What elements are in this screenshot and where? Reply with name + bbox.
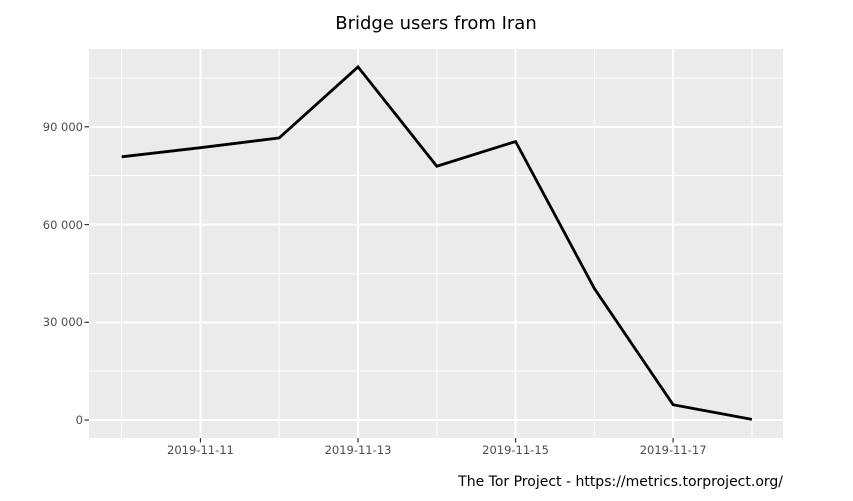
- x-axis-tick-label: 2019-11-13: [324, 443, 392, 457]
- y-axis-tick-label: 60 000: [42, 217, 83, 232]
- x-axis-tick-label: 2019-11-11: [167, 443, 234, 457]
- x-axis-tick-label: 2019-11-15: [482, 443, 549, 457]
- x-axis-tick-label: 2019-11-17: [639, 443, 707, 457]
- chart-title: Bridge users from Iran: [335, 13, 537, 34]
- footer-attribution: The Tor Project - https://metrics.torpro…: [458, 474, 783, 490]
- panel-background: [89, 49, 783, 438]
- data-line-bridge-users: [121, 64, 753, 421]
- y-axis-tick-label: 30 000: [42, 315, 83, 330]
- y-axis-tick-label: 0: [75, 413, 83, 428]
- y-axis-tick-label: 90 000: [42, 119, 83, 134]
